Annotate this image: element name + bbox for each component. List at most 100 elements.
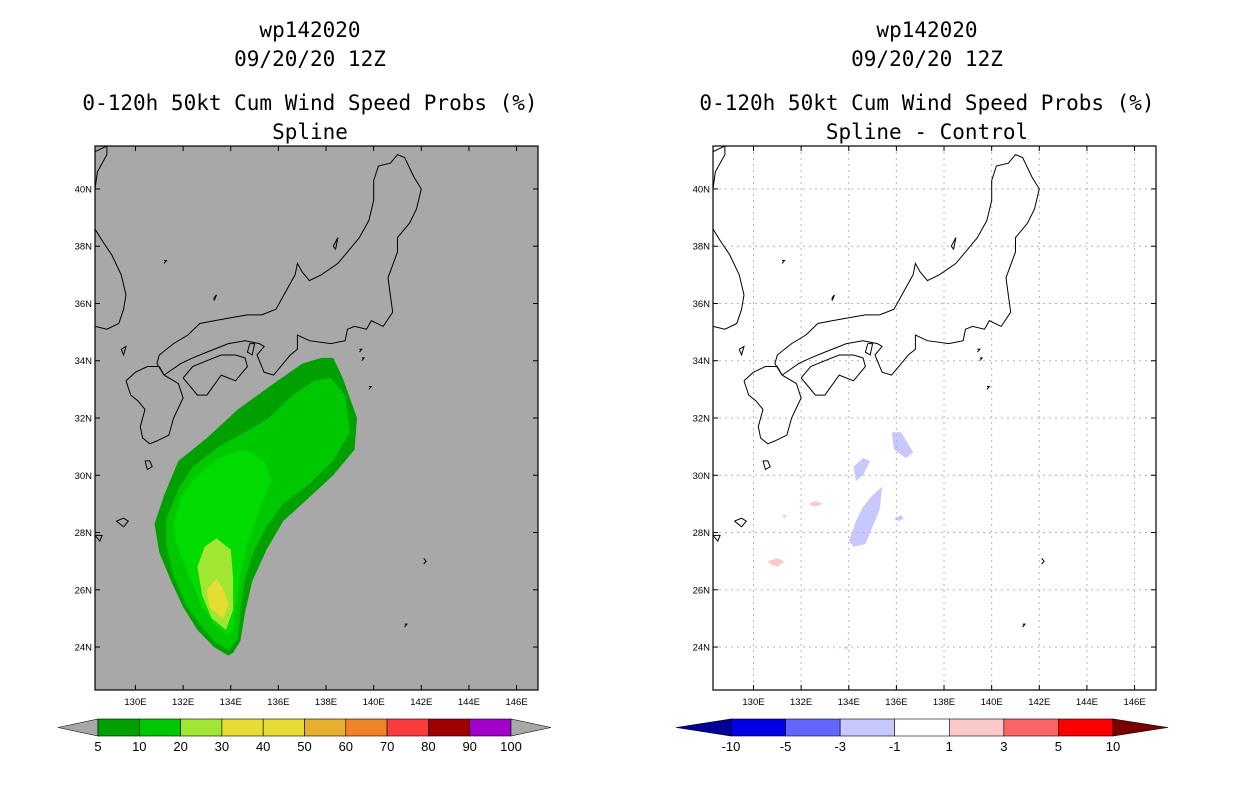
coastline: [800, 354, 866, 396]
contour-level-3: [844, 647, 849, 650]
colorbar-label: 70: [380, 739, 394, 754]
colorbar-label: -1: [889, 739, 901, 754]
coastline: [368, 386, 373, 390]
y-tick-label: 36N: [75, 299, 93, 310]
coastline: [738, 345, 745, 357]
coastline: [713, 146, 726, 189]
coastline: [762, 460, 771, 471]
x-tick-label: 146E: [505, 697, 527, 708]
y-tick-label: 30N: [75, 471, 93, 482]
coastline: [144, 460, 153, 471]
y-tick-label: 40N: [693, 184, 711, 195]
colorbar-segment: [948, 718, 1005, 737]
x-tick-label: 144E: [458, 697, 480, 708]
coastline: [120, 345, 127, 357]
colorbar-segment: [1058, 718, 1114, 737]
y-tick-label: 24N: [693, 643, 711, 654]
x-tick-label: 146E: [1123, 697, 1145, 708]
coastline: [95, 146, 108, 189]
coastline: [831, 294, 835, 301]
colorbar-segment: [785, 718, 841, 737]
y-tick-label: 34N: [75, 356, 93, 367]
left-title-date: 09/20/20 12Z: [234, 47, 386, 71]
coastline: [361, 357, 366, 362]
coastline: [950, 237, 957, 251]
coastline: [182, 354, 248, 396]
left-title-storm: wp142020: [259, 18, 361, 42]
y-tick-label: 26N: [693, 585, 711, 596]
colorbar-label: 30: [215, 739, 229, 754]
y-tick-label: 38N: [75, 242, 93, 253]
contour-level--3: [891, 432, 914, 459]
colorbar-label: 10: [132, 739, 146, 754]
x-tick-label: 132E: [790, 697, 812, 708]
contour-level--3: [894, 515, 904, 522]
x-tick-label: 130E: [742, 697, 764, 708]
contour-level-3: [808, 501, 823, 507]
colorbar-label: 80: [421, 739, 435, 754]
coastline: [734, 517, 748, 528]
y-tick-label: 36N: [693, 299, 711, 310]
coastline: [359, 348, 363, 353]
coastline: [713, 534, 721, 543]
coastline: [125, 366, 184, 445]
x-tick-label: 134E: [220, 697, 242, 708]
coastline: [163, 260, 168, 264]
right-title-product: 0-120h 50kt Cum Wind Speed Probs (%): [699, 91, 1155, 115]
x-tick-label: 136E: [267, 697, 289, 708]
colorbar-segment: [1003, 718, 1059, 737]
x-tick-label: 140E: [981, 697, 1003, 708]
colorbar-label: -3: [834, 739, 846, 754]
colorbar-label: 100: [500, 739, 522, 754]
coastline: [1041, 557, 1045, 565]
x-tick-label: 142E: [410, 697, 432, 708]
contour-level-3: [767, 558, 785, 567]
colorbar-label: 50: [297, 739, 311, 754]
right-title-storm: wp142020: [876, 18, 978, 42]
y-tick-label: 38N: [693, 242, 711, 253]
colorbar-label: 20: [173, 739, 187, 754]
y-tick-label: 30N: [693, 471, 711, 482]
coastline: [1022, 623, 1027, 628]
colorbar-label: -10: [722, 739, 741, 754]
contour-level-40: [206, 578, 229, 619]
left-title-model: Spline: [272, 120, 348, 144]
coastline: [332, 237, 339, 251]
colorbar-label: 40: [256, 739, 270, 754]
right-title-model: Spline - Control: [825, 120, 1029, 144]
y-tick-label: 32N: [75, 414, 93, 425]
x-tick-label: 138E: [933, 697, 955, 708]
right-title-date: 09/20/20 12Z: [851, 47, 1003, 71]
colorbar-label: 10: [1106, 739, 1120, 754]
colorbar-label: 5: [94, 739, 101, 754]
contour-level--3: [848, 486, 883, 547]
x-tick-label: 132E: [172, 697, 194, 708]
colorbar-segment: [730, 718, 786, 737]
x-tick-label: 136E: [885, 697, 907, 708]
coastline: [423, 557, 427, 565]
colorbar-label: 1: [946, 739, 953, 754]
coastline: [743, 366, 802, 445]
coastline: [774, 153, 1040, 376]
colorbar-segment: [894, 718, 950, 737]
left-title-product: 0-120h 50kt Cum Wind Speed Probs (%): [82, 91, 538, 115]
contour-level-3: [782, 515, 787, 519]
colorbar-label: 60: [339, 739, 353, 754]
coastline: [156, 153, 422, 376]
x-tick-label: 134E: [838, 697, 860, 708]
coastline: [246, 343, 256, 356]
coastline: [977, 348, 981, 353]
colorbar-segment: [839, 718, 896, 737]
coastline: [781, 260, 786, 264]
colorbar-label: 3: [1000, 739, 1007, 754]
coastline: [213, 294, 217, 301]
x-tick-label: 144E: [1076, 697, 1098, 708]
coastline: [404, 623, 409, 628]
colorbar-label: -5: [780, 739, 792, 754]
x-tick-label: 140E: [363, 697, 385, 708]
coastline: [713, 228, 745, 330]
y-tick-label: 32N: [693, 414, 711, 425]
